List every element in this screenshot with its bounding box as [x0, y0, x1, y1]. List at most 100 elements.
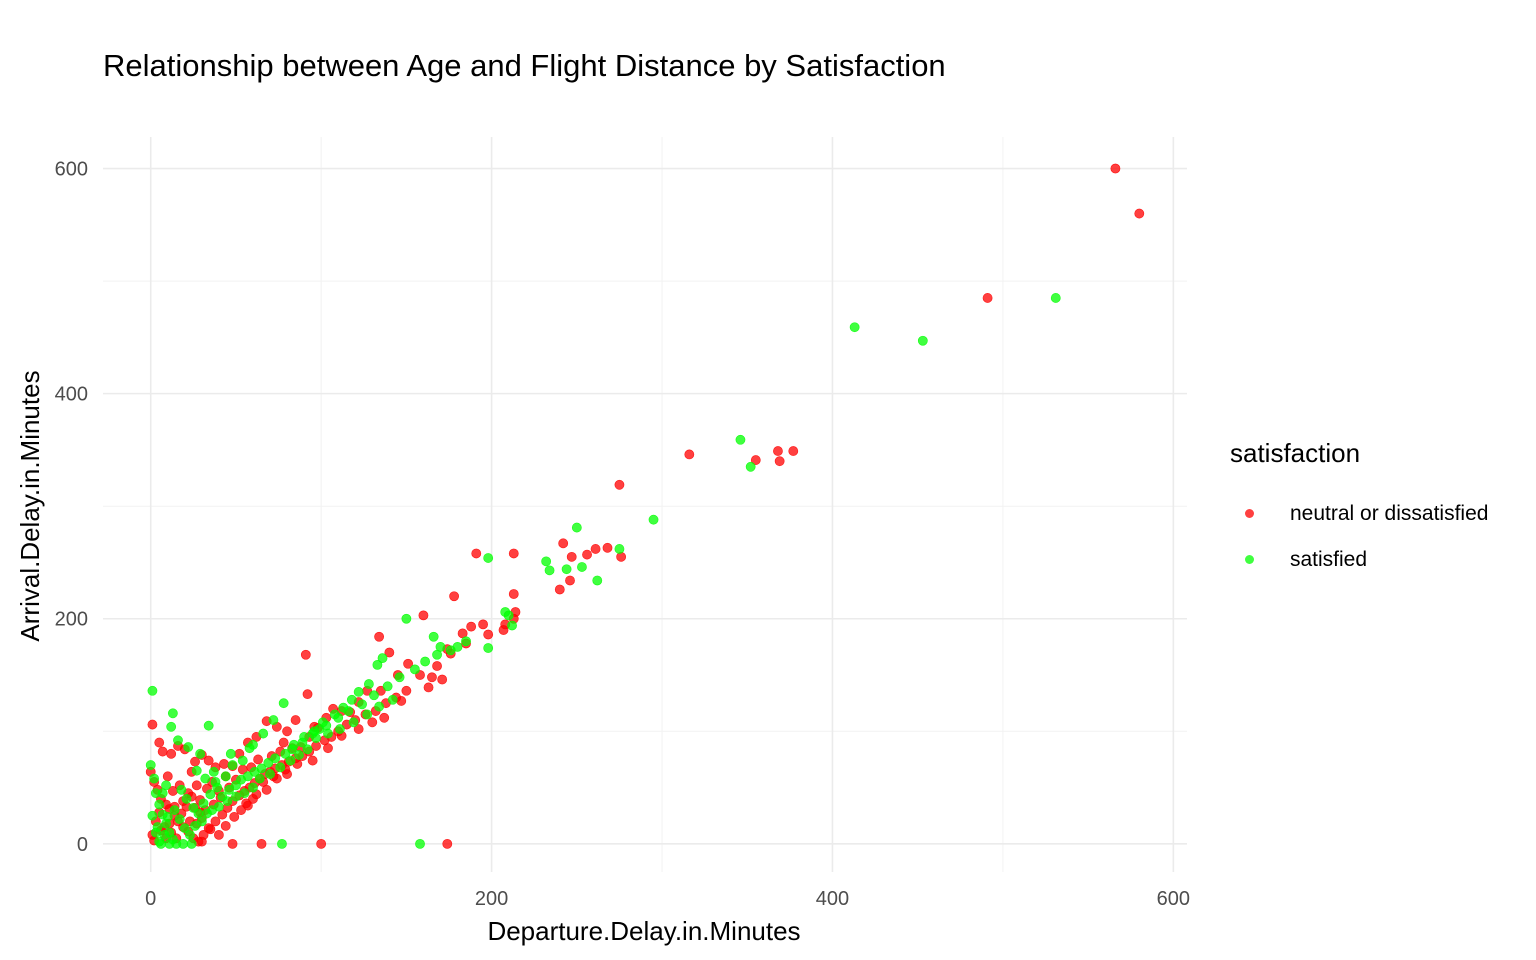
data-point-satisfied — [179, 823, 190, 834]
data-point-neutral-or-dissatisfied — [478, 619, 488, 630]
data-point-satisfied — [377, 653, 388, 664]
data-point-satisfied — [432, 649, 442, 660]
data-point-neutral-or-dissatisfied — [154, 737, 165, 748]
data-point-neutral-or-dissatisfied — [449, 591, 460, 602]
data-point-satisfied — [571, 522, 582, 533]
data-point-satisfied — [614, 544, 625, 554]
data-point-satisfied — [154, 836, 165, 847]
data-point-satisfied — [145, 760, 156, 770]
data-point-neutral-or-dissatisfied — [203, 755, 214, 766]
data-point-neutral-or-dissatisfied — [278, 737, 289, 748]
data-point-neutral-or-dissatisfied — [558, 538, 569, 549]
data-point-neutral-or-dissatisfied — [271, 773, 282, 784]
data-point-satisfied — [387, 694, 398, 705]
legend-item-neutral-or-dissatisfied: neutral or dissatisfied — [1230, 491, 1488, 537]
data-point-satisfied — [162, 811, 173, 822]
data-point-satisfied — [154, 799, 165, 810]
data-point-satisfied — [374, 701, 385, 712]
data-point-neutral-or-dissatisfied — [466, 621, 477, 632]
data-point-satisfied — [263, 757, 274, 768]
data-point-neutral-or-dissatisfied — [432, 661, 442, 671]
data-point-neutral-or-dissatisfied — [442, 838, 453, 849]
data-point-satisfied — [248, 782, 258, 793]
data-point-satisfied — [227, 760, 238, 770]
data-point-satisfied — [176, 784, 187, 795]
data-point-neutral-or-dissatisfied — [602, 542, 613, 553]
data-point-satisfied — [190, 820, 200, 831]
data-point-neutral-or-dissatisfied — [229, 811, 240, 822]
data-point-satisfied — [208, 766, 219, 777]
data-point-satisfied — [503, 610, 514, 621]
data-point-satisfied — [254, 773, 265, 784]
data-point-neutral-or-dissatisfied — [302, 689, 313, 700]
data-point-satisfied — [483, 553, 494, 563]
data-point-neutral-or-dissatisfied — [565, 575, 575, 586]
data-point-satisfied — [445, 645, 456, 656]
data-point-satisfied — [213, 801, 224, 812]
data-point-satisfied — [299, 732, 310, 742]
data-point-satisfied — [544, 565, 555, 576]
data-point-satisfied — [256, 763, 267, 774]
data-point-satisfied — [302, 744, 313, 755]
data-point-satisfied — [323, 728, 333, 739]
data-point-neutral-or-dissatisfied — [236, 805, 246, 815]
data-point-satisfied — [174, 814, 185, 824]
data-point-neutral-or-dissatisfied — [253, 754, 264, 765]
x-tick-label: 200 — [475, 888, 508, 910]
data-point-neutral-or-dissatisfied — [282, 769, 292, 779]
data-point-neutral-or-dissatisfied — [582, 549, 592, 560]
data-point-neutral-or-dissatisfied — [191, 780, 202, 791]
data-point-satisfied — [195, 748, 206, 759]
data-point-satisfied — [357, 699, 367, 710]
x-tick-label: 600 — [1157, 888, 1190, 910]
data-point-satisfied — [362, 709, 373, 720]
data-point-satisfied — [239, 788, 250, 799]
data-point-neutral-or-dissatisfied — [290, 715, 301, 725]
y-tick-label: 0 — [77, 834, 88, 856]
y-tick-label: 600 — [55, 159, 88, 181]
data-point-neutral-or-dissatisfied — [403, 658, 413, 669]
data-point-neutral-or-dissatisfied — [157, 746, 168, 757]
data-points — [145, 163, 1145, 849]
data-point-satisfied — [917, 335, 928, 346]
y-tick-label: 200 — [55, 609, 88, 631]
data-point-neutral-or-dissatisfied — [614, 479, 625, 490]
data-point-satisfied — [212, 782, 223, 793]
x-tick-label: 400 — [816, 888, 849, 910]
data-point-satisfied — [181, 793, 192, 804]
data-point-satisfied — [244, 743, 255, 754]
data-point-neutral-or-dissatisfied — [227, 838, 238, 849]
data-point-neutral-or-dissatisfied — [210, 816, 221, 827]
data-point-satisfied — [735, 434, 746, 445]
x-tick-label: 0 — [145, 888, 156, 910]
data-point-satisfied — [346, 694, 357, 705]
data-point-neutral-or-dissatisfied — [684, 449, 695, 460]
data-point-neutral-or-dissatisfied — [261, 784, 272, 795]
data-point-neutral-or-dissatisfied — [590, 544, 601, 554]
legend-label: neutral or dissatisfied — [1290, 502, 1489, 525]
data-point-satisfied — [275, 762, 286, 773]
data-point-satisfied — [164, 838, 175, 849]
data-point-satisfied — [278, 698, 289, 709]
data-point-neutral-or-dissatisfied — [213, 829, 224, 840]
data-point-satisfied — [428, 631, 439, 642]
data-point-satisfied — [561, 564, 572, 575]
data-point-neutral-or-dissatisfied — [147, 719, 158, 730]
data-point-satisfied — [363, 679, 374, 689]
data-point-satisfied — [205, 789, 216, 800]
data-point-satisfied — [592, 575, 603, 586]
data-point-neutral-or-dissatisfied — [374, 631, 385, 642]
data-point-neutral-or-dissatisfied — [554, 584, 565, 595]
legend-key-green — [1230, 550, 1270, 570]
data-point-neutral-or-dissatisfied — [367, 717, 378, 728]
data-point-neutral-or-dissatisfied — [750, 455, 761, 465]
data-point-satisfied — [353, 687, 364, 697]
data-point-satisfied — [288, 739, 299, 750]
data-point-satisfied — [1050, 293, 1061, 303]
data-point-satisfied — [410, 664, 420, 675]
data-point-satisfied — [242, 771, 253, 782]
data-point-neutral-or-dissatisfied — [1134, 208, 1145, 219]
data-point-satisfied — [541, 556, 552, 567]
data-point-satisfied — [401, 613, 412, 624]
data-point-neutral-or-dissatisfied — [353, 724, 364, 734]
